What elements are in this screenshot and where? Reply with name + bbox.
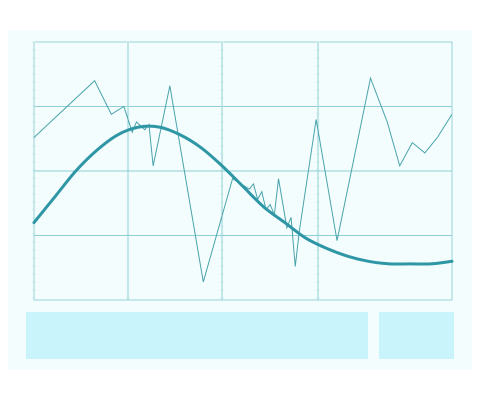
bottom-panel-right (379, 312, 454, 359)
series-line-thin (33, 76, 453, 283)
chart-grid (32, 41, 453, 301)
series-line-smooth (32, 124, 454, 266)
chart-series-layer (32, 76, 454, 283)
bottom-panel-left (26, 312, 368, 359)
